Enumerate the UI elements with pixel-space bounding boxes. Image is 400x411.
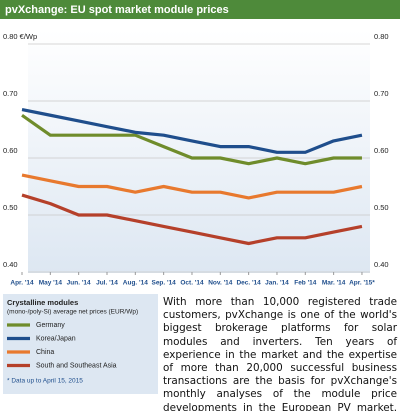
y-tick-label: 0.40	[3, 260, 18, 269]
x-tick-label: May '14	[39, 280, 63, 287]
x-tick-label: Apr. '14	[10, 280, 34, 287]
y-tick-label: 0.50	[3, 203, 18, 212]
y2-tick-label: 0.80	[374, 32, 389, 41]
legend-box	[3, 294, 158, 394]
x-tick-label: Jul. '14	[96, 280, 118, 287]
x-tick-label: Jun. '14	[67, 280, 91, 287]
y-tick-label: 0.80 €/Wp	[3, 32, 37, 41]
x-tick-label: Oct. '14	[180, 280, 204, 287]
y2-tick-label: 0.60	[374, 146, 389, 155]
legend-label: China	[36, 349, 54, 356]
series-line	[21, 113, 362, 166]
legend-label: Korea/Japan	[36, 335, 76, 342]
chart-title: pvXchange: EU spot market module prices	[5, 4, 229, 16]
x-tick-label: Nov. '14	[208, 280, 233, 287]
series-line	[21, 173, 363, 200]
x-tick-label: Dec. '14	[236, 280, 261, 287]
x-tick-label: Aug. '14	[123, 280, 148, 287]
y-tick-label: 0.70	[3, 89, 18, 98]
legend-subtitle: (mono-/poly-Si) average net prices (EUR/…	[7, 309, 138, 316]
title-bar	[0, 0, 400, 19]
y-tick-label: 0.60	[3, 146, 18, 155]
y2-tick-label: 0.50	[374, 203, 389, 212]
description: With more than 10,000 registered trade c…	[163, 296, 397, 411]
series-line	[21, 193, 363, 246]
series-line	[21, 107, 363, 154]
legend-title: Crystalline modules	[7, 298, 78, 307]
legend-label: Germany	[36, 322, 65, 329]
x-tick-label: Feb '14	[294, 280, 317, 287]
y2-tick-label: 0.40	[374, 260, 389, 269]
legend-label: South and Southeast Asia	[36, 362, 117, 369]
y2-tick-label: 0.70	[374, 89, 389, 98]
x-tick-label: Mar. '14	[322, 280, 346, 287]
x-tick-label: Jan. '14	[265, 280, 289, 287]
x-tick-label: Sep. '14	[151, 280, 176, 287]
footnote: * Data up to April 15, 2015	[7, 378, 83, 385]
x-tick-label: Apr. '15*	[349, 280, 375, 287]
